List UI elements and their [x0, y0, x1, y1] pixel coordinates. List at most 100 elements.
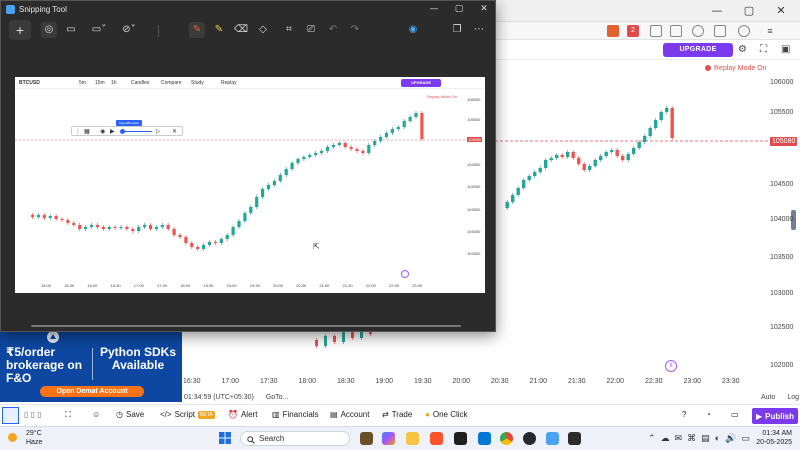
- paint-icon[interactable]: ◉: [408, 24, 418, 35]
- inner-x-axis-label: 18:00: [180, 283, 191, 288]
- snip-preview-canvas[interactable]: BTCUSD 5m 15m 1h Candles Compare Study Replay …: [15, 77, 485, 293]
- inner-x-axis-label: 19:30: [249, 283, 260, 288]
- minimize-icon[interactable]: —: [711, 4, 723, 17]
- candle: [249, 207, 253, 213]
- candle: [148, 225, 153, 229]
- redo-icon[interactable]: ↷: [350, 24, 360, 35]
- video-icon[interactable]: ▭: [731, 410, 739, 419]
- app-icon[interactable]: [568, 432, 581, 445]
- fullscreen-icon[interactable]: ⛶: [760, 44, 767, 55]
- snip-maximize-icon[interactable]: ▢: [454, 4, 464, 14]
- snip-mode-icon[interactable]: ◎: [41, 22, 57, 38]
- inner-y-axis-label: 103500: [467, 207, 481, 212]
- vscode-icon[interactable]: [478, 432, 491, 445]
- menu-icon[interactable]: ≡: [767, 26, 773, 36]
- candle: [113, 227, 117, 228]
- candle: [107, 227, 111, 229]
- candle: [582, 164, 586, 170]
- more-options-icon[interactable]: ⋯: [474, 24, 484, 35]
- highlighter-icon[interactable]: ✎: [214, 24, 224, 35]
- theme-icon[interactable]: ☺: [92, 410, 101, 419]
- y-axis-label: 103500: [770, 254, 794, 261]
- inner-slider-knob: [120, 129, 125, 134]
- trade-button[interactable]: ⇄ Trade: [382, 410, 412, 419]
- x-axis-label: 23:00: [683, 378, 702, 385]
- record-mode-icon[interactable]: ▭: [66, 24, 76, 35]
- file-explorer-icon[interactable]: [406, 432, 419, 445]
- sidebar-icon[interactable]: [670, 25, 682, 37]
- tv-bottom-toolbar: ▯ ▯ ▯ ⛶ ☺ ◷ Save </> Script BETA ⏰ Alert ▥ Fi…: [0, 404, 800, 426]
- taskbar-clock[interactable]: 01:34 AM 20-05-2025: [752, 429, 792, 447]
- financials-button[interactable]: ▥ Financials: [272, 410, 319, 419]
- account-button[interactable]: ▤ Account: [330, 410, 369, 419]
- extensions-icon[interactable]: [650, 25, 662, 37]
- brave-shield-icon[interactable]: [607, 25, 619, 37]
- layout-button[interactable]: [2, 407, 19, 424]
- inner-tab: Replay: [221, 80, 237, 86]
- text-actions-icon[interactable]: ⎚: [307, 24, 315, 35]
- broker-ad-banner[interactable]: ₹5/order brokerage on F&O Python SDKs Av…: [0, 320, 182, 402]
- settings-gear-icon[interactable]: ⚙: [738, 44, 747, 55]
- chrome-icon[interactable]: [500, 432, 513, 445]
- undo-icon[interactable]: ↶: [328, 24, 338, 35]
- screenshot-icon[interactable]: ▣: [781, 44, 791, 55]
- upgrade-button[interactable]: UPGRADE: [663, 43, 733, 57]
- snip-horizontal-scrollbar[interactable]: [31, 325, 461, 327]
- utc-time[interactable]: 01:34:59 (UTC+05:30): [184, 394, 254, 401]
- extension-badge-icon[interactable]: 2: [627, 25, 639, 37]
- shapes-icon[interactable]: ◇: [259, 24, 267, 35]
- replay-mode-label: Replay Mode On: [714, 65, 767, 72]
- log-scale-toggle[interactable]: Log: [787, 394, 800, 401]
- replay-pause-button[interactable]: II: [665, 360, 677, 372]
- save-button[interactable]: ◷ Save: [116, 410, 144, 419]
- right-panel-handle[interactable]: [791, 210, 796, 230]
- eraser-icon[interactable]: ⌫: [233, 24, 249, 35]
- alert-button[interactable]: ⏰ Alert: [228, 410, 257, 419]
- new-snip-button[interactable]: +: [9, 20, 31, 40]
- brave-icon[interactable]: [430, 432, 443, 445]
- candle: [544, 160, 548, 168]
- open-demat-account-button[interactable]: Open Demat Account: [40, 386, 144, 397]
- goto-link[interactable]: GoTo...: [265, 394, 289, 401]
- github-icon[interactable]: [523, 432, 536, 445]
- copy-icon[interactable]: ❐: [452, 24, 462, 35]
- candle: [172, 229, 176, 235]
- script-icon: </>: [160, 410, 172, 419]
- inner-tab: 5m: [79, 80, 86, 86]
- delay-icon[interactable]: ⊘˅: [122, 24, 136, 35]
- snipping-tool-window[interactable]: Snipping Tool — ▢ ✕ + ◎ ▭ ▭˅ ⊘˅ ✎ ✎ ⌫ ◇ …: [0, 0, 496, 332]
- windows-start-icon[interactable]: [218, 431, 232, 445]
- script-button[interactable]: </> Script BETA: [160, 410, 215, 419]
- layout-icons[interactable]: ▯ ▯ ▯: [24, 410, 42, 419]
- publish-button[interactable]: ▶ Publish: [752, 408, 798, 424]
- idea-icon[interactable]: ◔: [706, 410, 711, 419]
- maximize-icon[interactable]: ▢: [743, 4, 755, 17]
- auto-scale-toggle[interactable]: Auto: [761, 394, 776, 401]
- snip-minimize-icon[interactable]: —: [429, 4, 439, 14]
- profile-icon[interactable]: [738, 25, 750, 37]
- download-icon[interactable]: [714, 25, 726, 37]
- x-axis-label: 19:00: [375, 378, 394, 385]
- x-axis-label: 22:00: [606, 378, 625, 385]
- bottom-time-display: 01:34:59 (UTC+05:30) GoTo...: [184, 394, 288, 401]
- rectangle-mode-icon[interactable]: ▭˅: [91, 24, 107, 35]
- close-icon[interactable]: ✕: [776, 4, 786, 17]
- copilot-icon[interactable]: [382, 432, 395, 445]
- help-icon[interactable]: ?: [682, 410, 687, 419]
- inner-drag-icon: ⋮: [75, 129, 81, 135]
- inner-tab: 15m: [95, 80, 105, 86]
- snipping-tool-taskbar-icon[interactable]: [546, 432, 559, 445]
- terminal-icon[interactable]: [454, 432, 467, 445]
- snip-close-icon[interactable]: ✕: [480, 4, 488, 14]
- task-view-icon[interactable]: [360, 432, 373, 445]
- one-click-button[interactable]: ● One Click: [425, 410, 468, 419]
- candle: [593, 160, 597, 166]
- system-tray[interactable]: ⌃ ☁ ✉ ⌘ ▤ ◐ 🔊 ▭: [648, 433, 750, 443]
- crop-icon[interactable]: ⌗: [286, 24, 292, 35]
- leo-icon[interactable]: [692, 25, 704, 37]
- windows-taskbar: 29°C Haze Search ⌃ ☁ ✉ ⌘ ▤ ◐ 🔊 ▭ 01:34: [0, 426, 800, 450]
- inner-candle-series: [30, 111, 424, 251]
- fullscreen-toggle-icon[interactable]: ⛶: [65, 410, 71, 419]
- taskbar-search[interactable]: Search: [240, 431, 350, 446]
- pen-icon[interactable]: ✎: [189, 22, 205, 38]
